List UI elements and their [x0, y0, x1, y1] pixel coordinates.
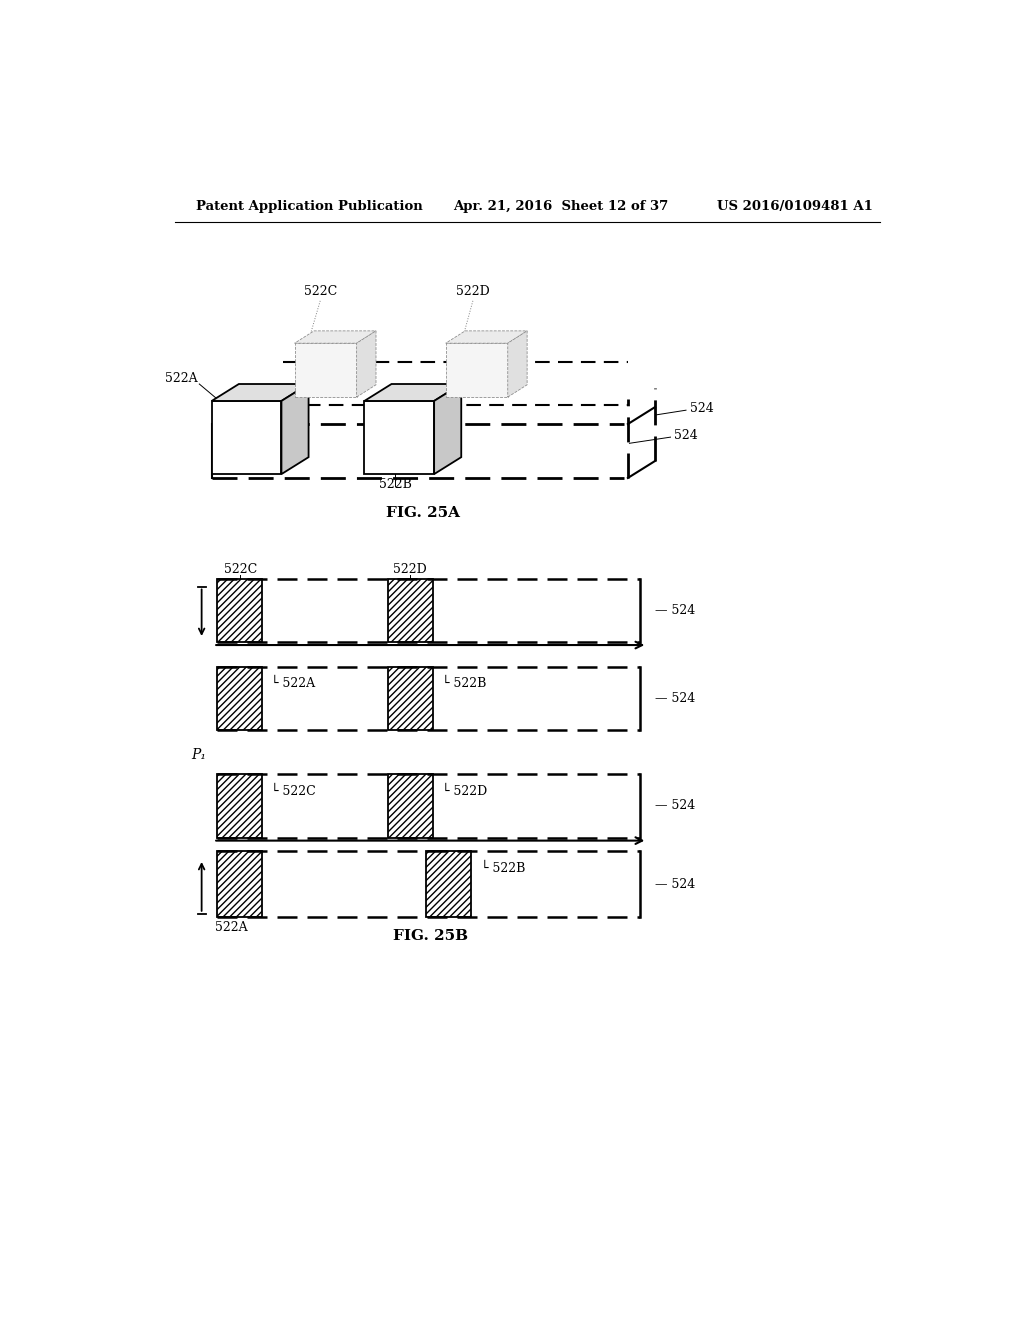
Text: └ 522A: └ 522A: [271, 677, 315, 690]
Text: Patent Application Publication: Patent Application Publication: [197, 199, 423, 213]
Text: US 2016/0109481 A1: US 2016/0109481 A1: [717, 199, 872, 213]
Polygon shape: [282, 384, 308, 474]
Polygon shape: [295, 331, 376, 343]
Text: FIG. 25A: FIG. 25A: [385, 506, 460, 520]
Polygon shape: [365, 384, 461, 401]
Text: — 524: — 524: [655, 603, 695, 616]
Polygon shape: [508, 331, 527, 397]
Text: 522A: 522A: [215, 921, 248, 933]
Text: — 524: — 524: [655, 800, 695, 813]
Text: └ 522B: └ 522B: [480, 862, 525, 875]
Text: 522A: 522A: [165, 372, 198, 384]
Polygon shape: [445, 343, 508, 397]
Polygon shape: [445, 331, 527, 343]
Bar: [388, 775, 432, 838]
Polygon shape: [295, 343, 356, 397]
Text: 522C: 522C: [303, 285, 337, 298]
Text: └ 522D: └ 522D: [442, 785, 487, 797]
Bar: [388, 578, 432, 642]
Text: — 524: — 524: [655, 692, 695, 705]
Bar: [426, 851, 471, 917]
Bar: [388, 667, 432, 730]
Text: Apr. 21, 2016  Sheet 12 of 37: Apr. 21, 2016 Sheet 12 of 37: [454, 199, 669, 213]
Text: 524: 524: [675, 429, 698, 442]
Text: 522D: 522D: [393, 562, 427, 576]
Text: └ 522B: └ 522B: [442, 677, 486, 690]
Text: 524: 524: [690, 403, 714, 416]
Text: 522C: 522C: [224, 562, 257, 576]
Text: — 524: — 524: [655, 878, 695, 891]
Bar: [217, 578, 262, 642]
Polygon shape: [212, 384, 308, 401]
Text: FIG. 25B: FIG. 25B: [392, 929, 468, 942]
Polygon shape: [434, 384, 461, 474]
Polygon shape: [356, 331, 376, 397]
Text: 522D: 522D: [456, 285, 489, 298]
Bar: [217, 775, 262, 838]
Bar: [217, 851, 262, 917]
Polygon shape: [212, 401, 282, 474]
Bar: [217, 667, 262, 730]
Text: P₁: P₁: [191, 748, 207, 762]
Polygon shape: [365, 401, 434, 474]
Text: 522B: 522B: [379, 478, 412, 491]
Text: └ 522C: └ 522C: [271, 785, 316, 797]
